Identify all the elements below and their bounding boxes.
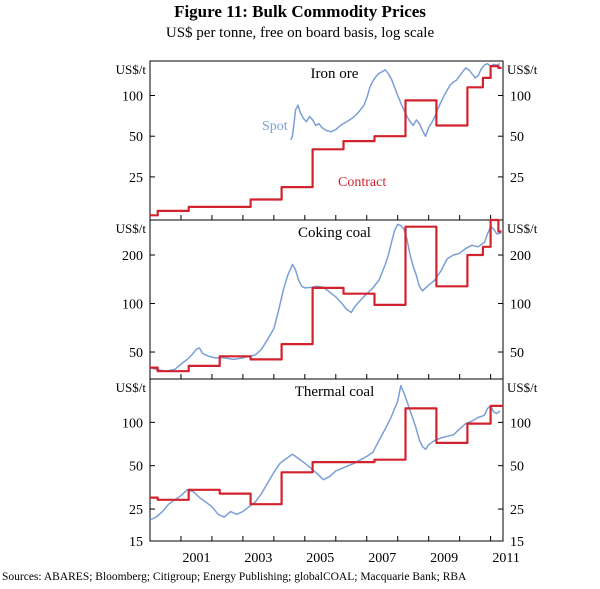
- y-tick-label-left: 100: [122, 90, 143, 105]
- y-tick-label-left: 25: [129, 503, 143, 518]
- contract-annotation: Contract: [338, 175, 386, 190]
- unit-label-left: US$/t: [116, 380, 147, 395]
- panel-frame: [149, 219, 504, 380]
- spot-annotation: Spot: [262, 119, 288, 134]
- panel-frame: [149, 378, 504, 542]
- spot-price-line: [149, 384, 501, 521]
- unit-label-left: US$/t: [116, 221, 147, 236]
- y-tick-label-right: 25: [510, 171, 524, 186]
- sources-note: Sources: ABARES; Bloomberg; Citigroup; E…: [2, 571, 467, 583]
- x-tick-label: 2009: [430, 551, 458, 566]
- x-tick-label: 2011: [492, 551, 519, 566]
- y-tick-label-left: 50: [129, 130, 143, 145]
- y-tick-label-left: 25: [129, 171, 143, 186]
- y-tick-label-right: 50: [510, 346, 524, 361]
- y-tick-label-right: 100: [510, 416, 531, 431]
- figure-subtitle: US$ per tonne, free on board basis, log …: [165, 25, 435, 41]
- figure-title: Figure 11: Bulk Commodity Prices: [174, 2, 426, 21]
- spot-price-line: [149, 223, 502, 372]
- contract-price-line: [150, 404, 503, 506]
- y-tick-label-left: 50: [129, 460, 143, 475]
- x-tick-label: 2005: [306, 551, 334, 566]
- unit-label-right: US$/t: [507, 221, 538, 236]
- y-tick-label-right: 100: [510, 90, 531, 105]
- contract-price-line: [150, 218, 502, 373]
- x-tick-label: 2001: [182, 551, 210, 566]
- y-tick-label-right: 15: [510, 535, 524, 550]
- y-tick-label-left: 100: [122, 416, 143, 431]
- spot-price-line: [290, 62, 501, 141]
- panel-title: Coking coal: [298, 225, 371, 241]
- y-tick-label-right: 50: [510, 460, 524, 475]
- y-tick-label-right: 50: [510, 130, 524, 145]
- contract-price-line: [150, 65, 502, 217]
- y-tick-label-right: 200: [510, 249, 531, 264]
- y-tick-label-left: 15: [129, 535, 143, 550]
- y-tick-label-right: 100: [510, 298, 531, 313]
- unit-label-right: US$/t: [507, 62, 538, 77]
- y-tick-label-right: 25: [510, 503, 524, 518]
- panel-title: Thermal coal: [295, 384, 375, 400]
- y-tick-label-left: 100: [122, 298, 143, 313]
- y-tick-label-left: 50: [129, 346, 143, 361]
- unit-label-right: US$/t: [507, 380, 538, 395]
- chart-area: US$/t US$/t 25 25 50 50 100 100 Iron ore Spot Cont…: [116, 60, 538, 566]
- y-tick-label-left: 200: [122, 249, 143, 264]
- unit-label-left: US$/t: [116, 62, 147, 77]
- x-tick-label: 2003: [244, 551, 272, 566]
- x-tick-label: 2007: [368, 551, 396, 566]
- panel-title: Iron ore: [311, 66, 359, 82]
